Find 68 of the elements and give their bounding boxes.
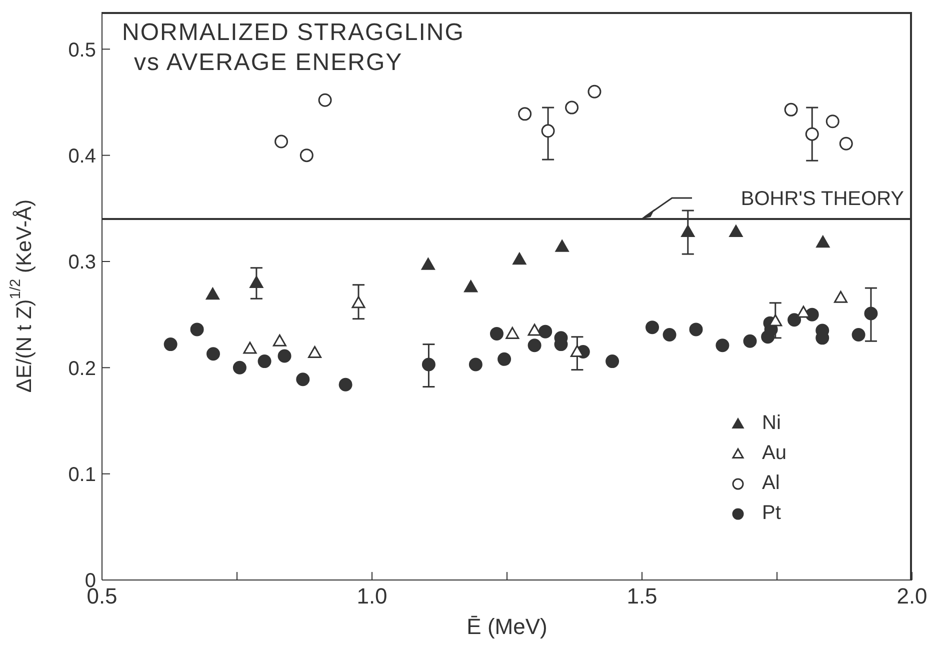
point <box>164 338 178 352</box>
point <box>570 344 584 357</box>
ref-line-label: BOHR'S THEORY <box>740 188 904 210</box>
point <box>565 100 579 114</box>
point <box>296 372 310 386</box>
point <box>490 326 504 340</box>
legend-label: Au <box>762 442 786 464</box>
point <box>232 360 246 374</box>
point <box>243 342 257 354</box>
point <box>421 258 435 270</box>
point <box>805 127 819 141</box>
point <box>318 93 332 107</box>
point <box>826 114 840 128</box>
point <box>464 280 478 292</box>
x-tick-label: 2.0 <box>896 584 928 609</box>
point <box>274 134 288 148</box>
point <box>606 354 620 368</box>
point <box>422 358 436 372</box>
x-tick-label: 1.5 <box>626 584 658 609</box>
point <box>864 306 878 320</box>
point <box>190 322 204 336</box>
point <box>468 358 482 372</box>
point <box>768 314 782 326</box>
point <box>338 378 352 392</box>
point <box>646 320 660 334</box>
point <box>816 236 830 248</box>
point <box>541 124 555 138</box>
point <box>272 334 286 346</box>
text: NORMALIZED STRAGGLING vs AVERAGE ENERGY <box>122 18 464 78</box>
point <box>352 296 366 308</box>
point <box>839 136 853 150</box>
point <box>689 322 703 336</box>
x-tick-label: 1.0 <box>356 584 388 609</box>
point <box>206 288 220 300</box>
point <box>498 352 512 366</box>
point <box>716 338 730 352</box>
x-axis-title: Ē (MeV) <box>466 614 548 639</box>
legend-label: Ni <box>762 412 781 434</box>
point <box>538 324 552 338</box>
y-tick-label: 0.5 <box>68 39 96 62</box>
point <box>528 338 542 352</box>
point <box>512 252 526 265</box>
point <box>729 225 743 238</box>
point <box>308 346 322 358</box>
point <box>555 240 569 252</box>
point <box>250 276 264 288</box>
y-tick-label: 0.1 <box>68 464 96 486</box>
legend-label: Al <box>762 472 780 494</box>
legend-label: Pt <box>762 502 781 524</box>
point <box>852 328 866 342</box>
point <box>662 328 676 342</box>
point <box>784 102 798 116</box>
point <box>796 306 810 318</box>
point <box>506 326 520 339</box>
point <box>518 107 532 121</box>
point <box>300 148 314 162</box>
point <box>681 225 695 238</box>
point <box>278 349 292 363</box>
point <box>206 347 220 361</box>
y-tick-label: 0.3 <box>68 252 96 274</box>
y-tick-label: 0.4 <box>68 145 96 168</box>
point <box>588 84 602 98</box>
point <box>834 290 848 303</box>
point <box>258 354 272 368</box>
y-tick-label: 0.2 <box>68 358 96 380</box>
point <box>788 313 802 327</box>
point <box>743 334 757 348</box>
point <box>528 324 542 336</box>
